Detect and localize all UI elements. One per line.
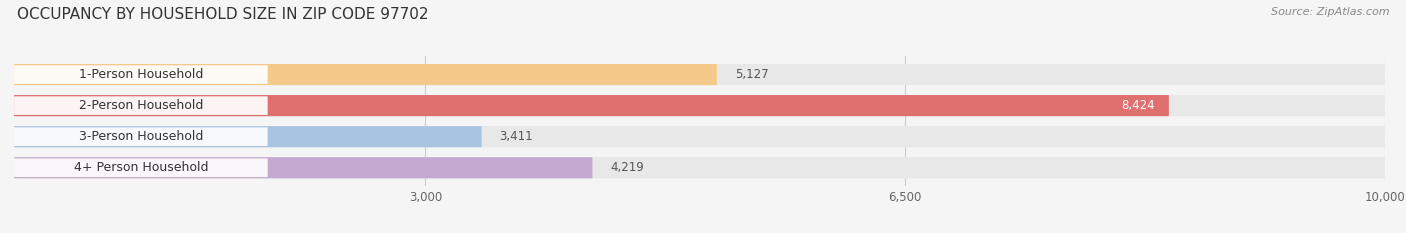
FancyBboxPatch shape — [14, 65, 267, 84]
Text: 5,127: 5,127 — [735, 68, 768, 81]
FancyBboxPatch shape — [14, 126, 1385, 147]
Text: 3-Person Household: 3-Person Household — [79, 130, 202, 143]
Text: Source: ZipAtlas.com: Source: ZipAtlas.com — [1271, 7, 1389, 17]
Text: 2-Person Household: 2-Person Household — [79, 99, 202, 112]
FancyBboxPatch shape — [14, 158, 267, 177]
Text: 3,411: 3,411 — [499, 130, 533, 143]
FancyBboxPatch shape — [14, 127, 267, 146]
FancyBboxPatch shape — [14, 64, 717, 85]
Text: 4+ Person Household: 4+ Person Household — [73, 161, 208, 174]
FancyBboxPatch shape — [14, 157, 1385, 178]
FancyBboxPatch shape — [14, 95, 1385, 116]
FancyBboxPatch shape — [14, 96, 267, 115]
FancyBboxPatch shape — [14, 95, 1168, 116]
FancyBboxPatch shape — [14, 157, 592, 178]
FancyBboxPatch shape — [14, 64, 1385, 85]
Text: 8,424: 8,424 — [1122, 99, 1156, 112]
Text: 4,219: 4,219 — [610, 161, 644, 174]
FancyBboxPatch shape — [14, 126, 482, 147]
Text: OCCUPANCY BY HOUSEHOLD SIZE IN ZIP CODE 97702: OCCUPANCY BY HOUSEHOLD SIZE IN ZIP CODE … — [17, 7, 429, 22]
Text: 1-Person Household: 1-Person Household — [79, 68, 202, 81]
